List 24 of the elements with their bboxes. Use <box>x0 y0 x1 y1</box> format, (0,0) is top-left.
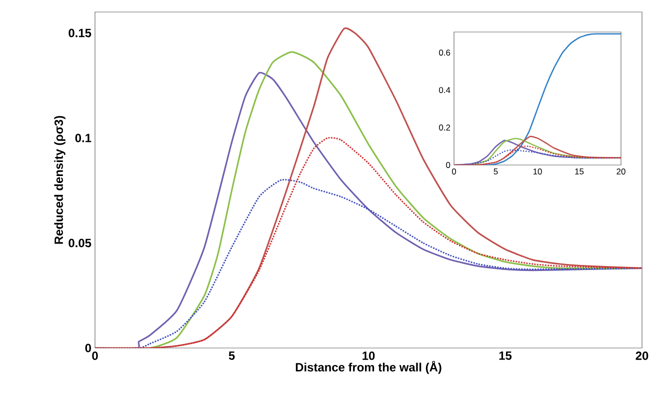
x-tick-label: 0 <box>452 168 456 175</box>
x-tick-label: 5 <box>494 168 498 174</box>
y-tick-label: 0.6 <box>439 50 450 56</box>
x-tick-label: 10 <box>533 168 542 175</box>
y-tick-label: 0 <box>446 162 450 168</box>
x-tick-label: 20 <box>616 168 626 175</box>
x-axis-title: Distance from the wall (Å) <box>296 360 442 374</box>
y-axis-title: Reduced density (ρσ3) <box>54 116 66 244</box>
y-tick-label: 0.2 <box>439 124 450 131</box>
x-tick-label: 15 <box>575 168 584 174</box>
line-series <box>454 149 622 165</box>
x-tick-label: 5 <box>228 352 235 360</box>
y-tick-label: 0.4 <box>439 87 450 94</box>
x-tick-label: 20 <box>636 352 648 360</box>
x-tick-label: 15 <box>499 352 512 360</box>
line-series <box>454 146 622 165</box>
y-tick-label: 0.05 <box>68 238 92 248</box>
y-tick-label: 0 <box>85 344 91 352</box>
x-tick-label: 0 <box>92 352 98 360</box>
y-tick-label: 0.15 <box>68 28 92 38</box>
y-tick-label: 0.1 <box>75 134 92 142</box>
x-tick-label: 10 <box>362 352 375 360</box>
line-series <box>454 33 622 165</box>
line-series <box>95 137 642 348</box>
